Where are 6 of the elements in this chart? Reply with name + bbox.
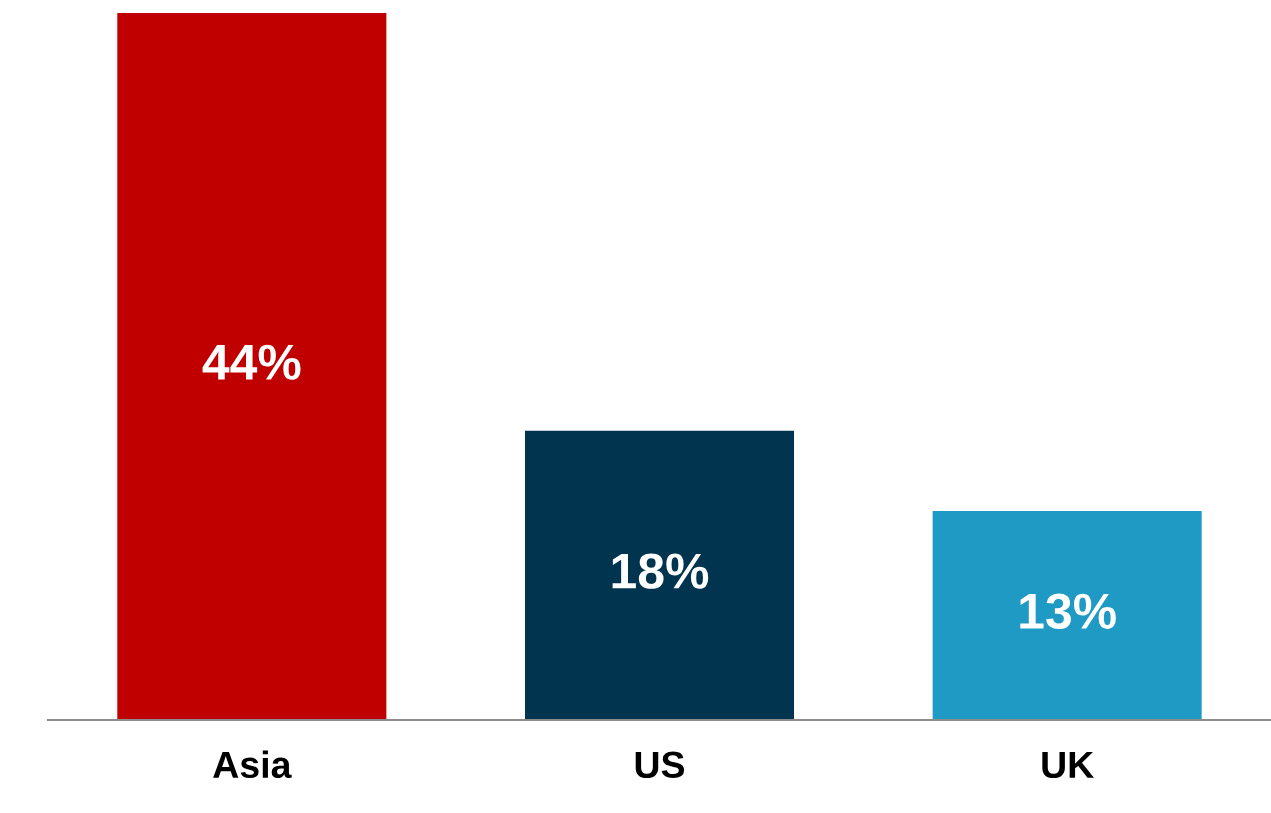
- x-tick-label: Asia: [213, 750, 292, 779]
- data-label: 18%: [612, 553, 709, 589]
- x-tick-label: UK: [1042, 751, 1094, 779]
- data-label: 44%: [202, 344, 301, 380]
- x-tick-label: US: [635, 751, 685, 779]
- data-label: 13%: [1020, 593, 1116, 630]
